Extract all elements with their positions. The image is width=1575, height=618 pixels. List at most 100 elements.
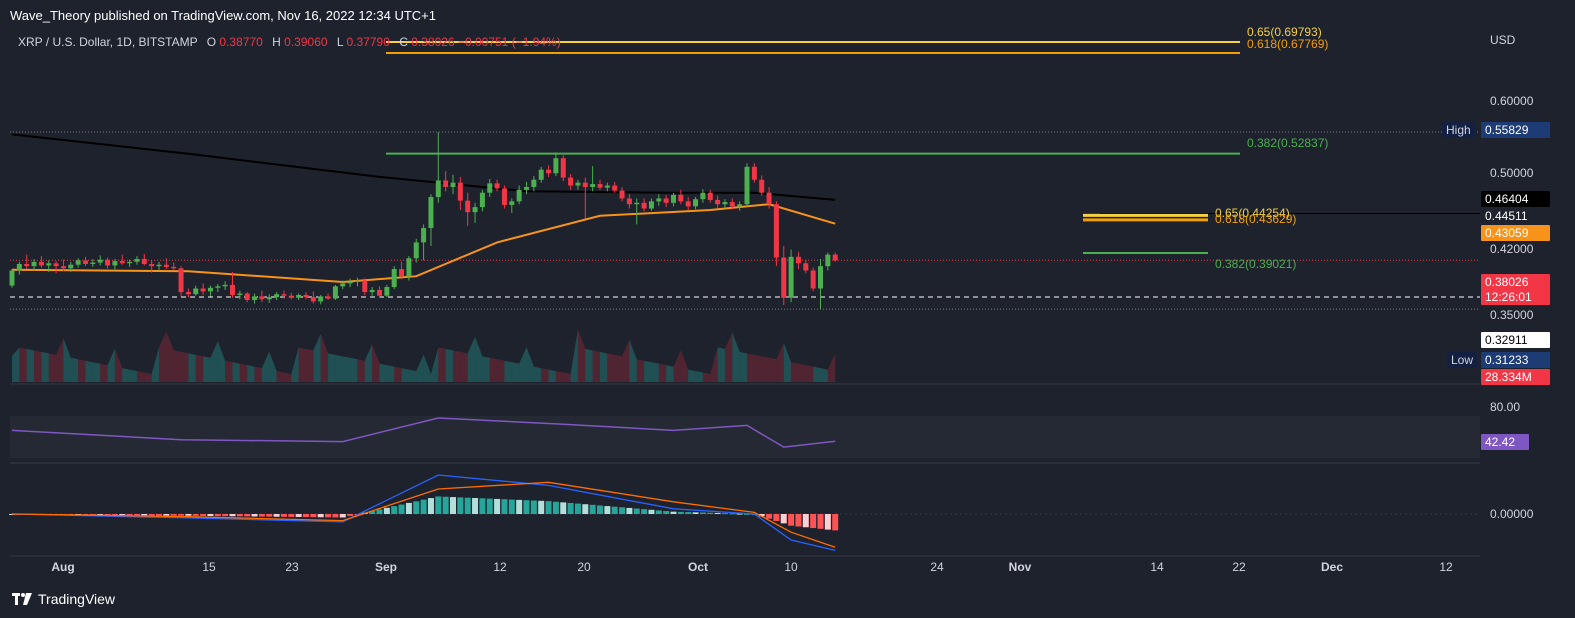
volume-bar xyxy=(577,329,586,382)
macd-histogram-bar xyxy=(126,514,133,516)
candle-body xyxy=(332,286,338,299)
volume-bar xyxy=(724,332,733,382)
macd-histogram-bar xyxy=(567,502,574,514)
top-bar: Wave_Theory published on TradingView.com… xyxy=(0,0,1575,28)
candle-body xyxy=(391,269,397,288)
macd-histogram-bar xyxy=(479,498,486,514)
macd-tick: 0.00000 xyxy=(1490,507,1534,521)
volume-bar xyxy=(497,359,505,382)
macd-histogram-bar xyxy=(545,501,552,514)
candle-body xyxy=(641,202,647,209)
tradingview-logo[interactable]: TradingView xyxy=(12,591,115,607)
volume-bar xyxy=(658,363,667,382)
candle-body xyxy=(722,202,728,205)
volume-bar xyxy=(269,351,277,382)
candle-body xyxy=(626,198,632,205)
volume-bar xyxy=(666,365,674,382)
fib-label: 0.382(0.52837) xyxy=(1247,136,1329,150)
macd-histogram-bar xyxy=(148,514,155,516)
volume-bar xyxy=(34,350,42,382)
candle-body xyxy=(193,288,199,295)
macd-histogram-bar xyxy=(376,509,383,514)
candle-body xyxy=(127,261,133,264)
volume-bar xyxy=(92,362,101,382)
candle-body xyxy=(575,182,581,186)
ma200-price-tag: 0.46404 xyxy=(1481,191,1550,207)
candle-body xyxy=(678,194,684,202)
candle-body xyxy=(60,266,66,269)
macd-histogram-bar xyxy=(185,514,192,516)
time-axis-label: Dec xyxy=(1320,560,1344,574)
macd-histogram-bar xyxy=(597,505,603,514)
macd-histogram-bar xyxy=(552,501,559,514)
volume-bar xyxy=(769,357,777,382)
low-value: 0.37790 xyxy=(346,35,390,49)
volume-bar xyxy=(217,341,226,382)
macd-histogram-bar xyxy=(280,514,287,517)
volume-bar xyxy=(254,366,262,382)
volume-bar xyxy=(489,357,498,382)
macd-histogram-bar xyxy=(494,498,501,514)
macd-histogram-bar xyxy=(273,514,280,517)
volume-bar xyxy=(533,366,542,382)
volume-bar xyxy=(445,348,453,382)
candle-body xyxy=(671,194,676,203)
high-label: H xyxy=(272,35,281,49)
volume-bar xyxy=(100,363,108,382)
candle-body xyxy=(479,192,485,208)
symbol-legend: XRP / U.S. Dollar, 1D, BITSTAMP O 0.3877… xyxy=(18,35,561,49)
volume-bar xyxy=(467,336,476,382)
change-value: −0.00751 (−1.94%) xyxy=(457,35,561,49)
candle-body xyxy=(501,188,507,205)
volume-bar xyxy=(203,356,211,382)
volume-bar xyxy=(225,360,233,382)
macd-histogram-bar xyxy=(214,514,221,517)
macd-histogram-bar xyxy=(325,514,332,518)
macd-histogram-bar xyxy=(626,507,633,514)
volume-bar xyxy=(173,350,182,382)
macd-histogram-bar xyxy=(824,514,831,530)
volume-bar xyxy=(188,353,196,382)
candle-body xyxy=(384,287,390,296)
macd-histogram-bar xyxy=(251,514,258,517)
high-price-tag: 0.55829 xyxy=(1481,122,1550,138)
candle-body xyxy=(663,198,669,203)
volume-bar xyxy=(416,354,424,382)
candle-body xyxy=(24,264,30,267)
candle-body xyxy=(531,179,537,187)
macd-histogram-bar xyxy=(721,513,728,515)
candle-body xyxy=(450,182,456,187)
macd-histogram-bar xyxy=(670,511,677,514)
macd-histogram-bar xyxy=(604,506,611,514)
macd-histogram-bar xyxy=(200,514,207,516)
volume-bar xyxy=(710,347,718,382)
candle-body xyxy=(788,256,794,298)
macd-histogram-bar xyxy=(178,514,185,516)
macd-histogram-bar xyxy=(405,502,412,514)
price-chart[interactable] xyxy=(0,28,1575,584)
candle-body xyxy=(413,242,419,259)
volume-bar xyxy=(622,339,630,382)
macd-histogram-bar xyxy=(611,506,618,514)
candle-body xyxy=(435,180,441,198)
macd-histogram-bar xyxy=(170,514,177,516)
volume-bar xyxy=(541,368,549,382)
volume-bar xyxy=(26,348,35,382)
time-axis-label: Oct xyxy=(687,560,709,574)
candle-body xyxy=(443,180,449,187)
volume-bar xyxy=(239,363,248,382)
macd-histogram-bar xyxy=(574,503,581,514)
candle-body xyxy=(509,201,515,205)
volume-bar xyxy=(247,365,255,382)
macd-histogram-bar xyxy=(442,496,449,514)
fib-label: 0.618(0.67769) xyxy=(1247,37,1329,51)
candle-body xyxy=(207,287,213,292)
macd-histogram-bar xyxy=(163,514,170,516)
volume-bar xyxy=(159,330,167,382)
candle-body xyxy=(274,294,280,298)
close-label: C xyxy=(399,35,408,49)
volume-bar xyxy=(511,362,520,382)
candle-body xyxy=(612,185,618,191)
volume-bar xyxy=(732,332,740,382)
volume-bar xyxy=(335,354,343,382)
